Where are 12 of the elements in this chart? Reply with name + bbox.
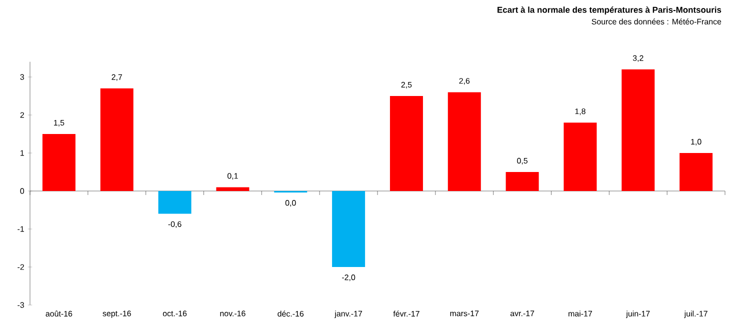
- bar: [506, 172, 539, 191]
- bar: [448, 92, 481, 191]
- chart-title: Ecart à la normale des températures à Paris-Montsouris: [498, 6, 722, 14]
- bar: [216, 187, 250, 191]
- bar: [564, 122, 597, 191]
- bar: [332, 191, 366, 267]
- bar: [158, 191, 192, 214]
- bar: [42, 134, 76, 191]
- bar: [680, 153, 713, 191]
- bar: [390, 96, 423, 191]
- bar: [622, 69, 655, 191]
- bar: [100, 88, 134, 191]
